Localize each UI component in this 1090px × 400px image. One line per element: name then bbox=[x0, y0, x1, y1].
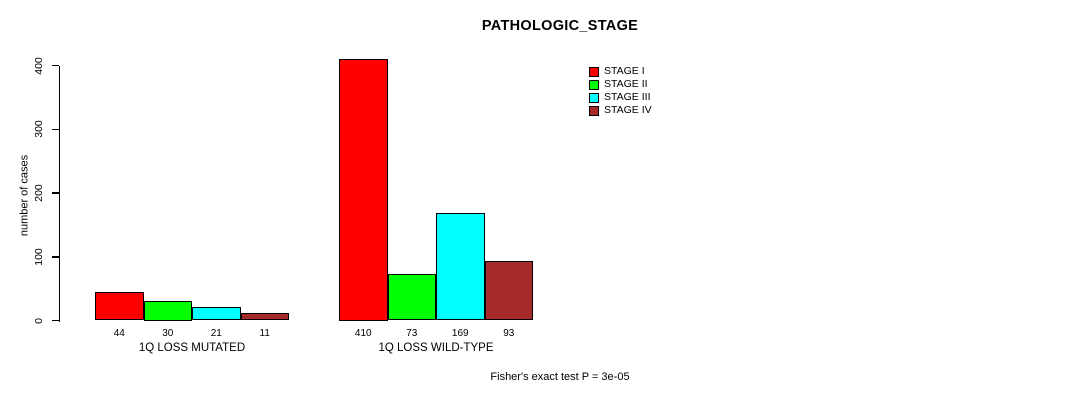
legend-item: STAGE II bbox=[589, 78, 652, 91]
y-axis-line bbox=[58, 65, 60, 322]
group-label: 1Q LOSS MUTATED bbox=[138, 342, 246, 354]
y-axis-tick-label: 0 bbox=[33, 317, 45, 324]
bar-value-label: 73 bbox=[406, 328, 418, 339]
bar-stage-iv bbox=[484, 261, 533, 321]
y-axis-tick bbox=[51, 319, 59, 322]
bar-stage-ii bbox=[143, 301, 192, 321]
bar-value-label: 44 bbox=[113, 328, 125, 339]
legend-label: STAGE III bbox=[604, 91, 651, 103]
bar-value-label: 21 bbox=[210, 328, 222, 339]
stat-test-label: Fisher's exact test P = 3e-05 bbox=[490, 371, 630, 383]
bar-stage-i bbox=[95, 292, 144, 321]
bar-value-label: 11 bbox=[259, 328, 270, 339]
y-axis-tick-label: 100 bbox=[33, 247, 45, 266]
legend-swatch bbox=[589, 79, 599, 90]
legend-label: STAGE IV bbox=[604, 104, 652, 116]
legend-label: STAGE II bbox=[604, 78, 648, 90]
chart-title: PATHOLOGIC_STAGE bbox=[481, 18, 639, 34]
bar-stage-ii bbox=[387, 273, 436, 321]
bar-value-label: 93 bbox=[503, 328, 515, 339]
bar-value-label: 169 bbox=[451, 328, 469, 339]
y-axis-tick-label: 300 bbox=[33, 120, 45, 139]
legend-swatch bbox=[589, 92, 599, 103]
bar-stage-i bbox=[339, 59, 388, 321]
y-axis-label: number of cases bbox=[18, 154, 31, 237]
y-axis-tick bbox=[51, 256, 59, 258]
legend-item: STAGE III bbox=[589, 91, 652, 104]
legend-swatch bbox=[589, 105, 599, 116]
y-axis-tick-label: 200 bbox=[33, 184, 45, 202]
y-axis-tick bbox=[51, 192, 59, 194]
bar-stage-iii bbox=[192, 307, 241, 321]
y-axis-tick bbox=[51, 128, 59, 130]
group-label: 1Q LOSS WILD-TYPE bbox=[378, 342, 494, 354]
legend-label: STAGE I bbox=[604, 65, 645, 77]
bar-value-label: 410 bbox=[354, 328, 372, 339]
legend-swatch bbox=[589, 66, 599, 77]
legend-item: STAGE I bbox=[589, 65, 652, 78]
bar-stage-iv bbox=[240, 313, 289, 321]
bar-stage-iii bbox=[436, 212, 485, 321]
legend-item: STAGE IV bbox=[589, 104, 652, 117]
legend: STAGE I STAGE II STAGE III STAGE IV bbox=[589, 65, 652, 117]
y-axis-tick bbox=[51, 64, 59, 67]
y-axis-tick-label: 400 bbox=[33, 56, 45, 75]
bar-value-label: 30 bbox=[162, 328, 174, 339]
